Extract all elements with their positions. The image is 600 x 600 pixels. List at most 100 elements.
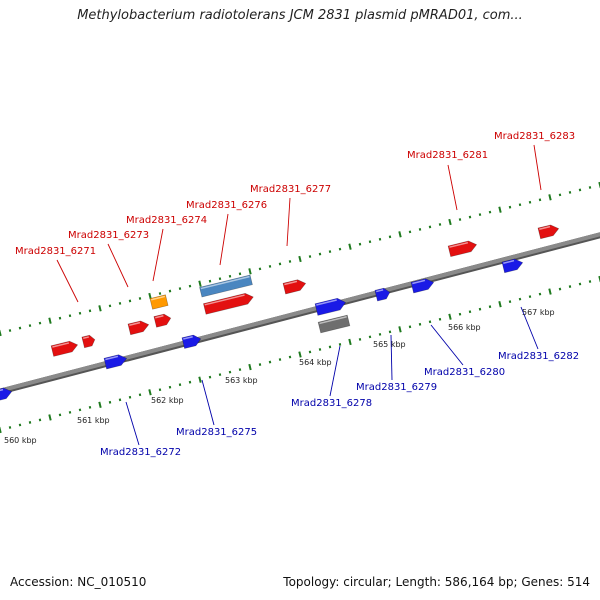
gene-shape[interactable] [153,313,172,328]
leader-line [329,345,341,397]
minor-tick [78,311,82,315]
gene-feature[interactable] [501,257,524,274]
gene-features[interactable] [0,223,560,403]
gene-shape[interactable] [81,334,96,349]
gene-shape[interactable] [181,334,202,349]
minor-tick [488,210,492,214]
minor-tick [8,329,12,332]
gene-feature[interactable] [410,277,435,294]
minor-tick [518,297,522,301]
major-tick [548,194,552,201]
minor-tick [28,421,32,424]
minor-tick [458,218,462,221]
minor-tick [178,383,182,387]
gene-label[interactable]: Mrad2831_6281 [407,150,488,161]
leader-line [107,243,129,288]
gene-feature[interactable] [127,319,150,336]
gene-label[interactable]: Mrad2831_6278 [291,398,372,409]
gene-shape[interactable] [537,223,560,240]
gene-feature[interactable] [149,294,169,310]
minor-tick [58,316,62,320]
gene-label[interactable]: Mrad2831_6276 [186,200,267,211]
gene-shape[interactable] [0,386,13,403]
gene-shape[interactable] [282,278,307,295]
minor-tick [288,260,292,263]
gene-feature[interactable] [317,314,351,334]
minor-tick [368,335,372,339]
scale-label: 565 kbp [373,340,406,349]
scale-label: 563 kbp [225,376,258,385]
gene-highlight [204,294,245,306]
scale-label: 562 kbp [151,396,184,405]
minor-tick [578,282,582,286]
minor-tick [328,345,332,349]
gene-label[interactable]: Mrad2831_6280 [424,367,505,378]
minor-tick [38,418,42,422]
major-tick [298,255,302,263]
gene-shape[interactable] [149,294,169,310]
gene-label[interactable]: Mrad2831_6273 [68,230,149,241]
gene-highlight [449,241,469,248]
minor-tick [258,267,262,271]
gene-shape[interactable] [103,353,128,370]
gene-feature[interactable] [537,223,560,240]
gene-feature[interactable] [181,334,202,349]
minor-tick [288,355,292,359]
gene-labels[interactable]: Mrad2831_6271 Mrad2831_6273 Mrad2831_6274 M… [15,131,579,458]
minor-tick [238,272,242,276]
gene-label[interactable]: Mrad2831_6275 [176,427,257,438]
minor-tick [68,410,72,414]
minor-tick [88,309,92,313]
minor-tick [208,279,212,283]
minor-tick [108,400,112,404]
major-tick [48,414,52,421]
gene-highlight [284,280,298,286]
minor-tick [528,200,532,204]
major-tick [0,329,2,337]
leader-line [56,259,79,303]
gene-shape[interactable] [447,239,478,258]
leader-line [430,324,464,366]
minor-tick [308,255,312,258]
gene-feature[interactable] [199,274,253,298]
gene-feature[interactable] [153,313,172,328]
minor-tick [388,330,392,334]
gene-label[interactable]: Mrad2831_6279 [356,382,437,393]
gene-label[interactable]: Mrad2831_6277 [250,184,331,195]
major-tick [498,301,502,308]
major-tick [498,206,502,213]
minor-tick [558,287,562,291]
leader-line [390,334,393,381]
minor-tick [138,297,142,300]
minor-tick [328,250,332,254]
gene-shape[interactable] [127,319,150,336]
gene-shape[interactable] [314,297,347,316]
gene-feature[interactable] [203,292,254,315]
gene-label[interactable]: Mrad2831_6282 [498,351,579,362]
gene-label[interactable]: Mrad2831_6283 [494,131,575,142]
minor-tick [268,360,272,364]
gene-label[interactable]: Mrad2831_6272 [100,447,181,458]
major-tick [398,326,402,333]
major-tick [98,401,102,408]
gene-feature[interactable] [282,278,307,295]
gene-feature[interactable] [81,334,96,349]
gene-shape[interactable] [317,314,351,334]
gene-shape[interactable] [203,292,254,315]
minor-tick [118,301,122,305]
gene-highlight [151,295,166,301]
gene-feature[interactable] [103,353,128,370]
gene-feature[interactable] [447,239,478,258]
gene-label[interactable]: Mrad2831_6271 [15,246,96,257]
gene-shape[interactable] [50,340,79,357]
gene-feature[interactable] [50,340,79,357]
minor-tick [458,312,462,316]
gene-label[interactable]: Mrad2831_6274 [126,215,207,226]
gene-shape[interactable] [199,274,253,298]
gene-feature[interactable] [0,386,13,403]
gene-feature[interactable] [314,297,347,316]
leader-line [125,401,140,446]
gene-feature[interactable] [374,287,391,302]
leader-line [286,197,291,247]
